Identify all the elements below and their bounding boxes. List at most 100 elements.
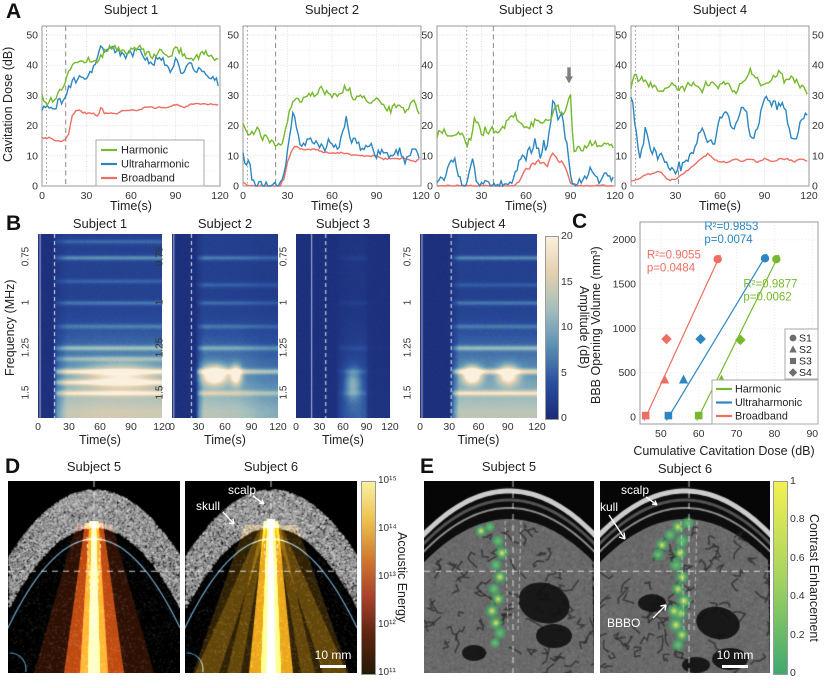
svg-text:50: 50 <box>812 30 824 42</box>
mri-image-subject-5 <box>424 481 594 673</box>
scalp-arrow-icon <box>252 495 265 505</box>
cavitation-chart-subject-2: 0 10 20 30 40 50 0 30 60 90 120 <box>227 25 430 202</box>
svg-text:30: 30 <box>670 190 682 202</box>
tick-label: 0.2 <box>790 628 805 641</box>
tick-label: 60 <box>94 421 106 433</box>
svg-text:50: 50 <box>615 30 627 42</box>
panel-e-bbbo-annotation: BBBO <box>607 616 641 630</box>
panel-a-xlabel-4: Time(s) <box>699 199 741 213</box>
svg-text:0: 0 <box>434 190 440 202</box>
panel-e-skull-annotation: skull <box>594 500 619 514</box>
svg-text:40: 40 <box>227 60 239 72</box>
contrast-colorbar-gradient <box>773 481 788 675</box>
tick-label: 60 <box>337 421 349 433</box>
svg-text:1500: 1500 <box>613 279 637 291</box>
svg-text:20: 20 <box>26 120 38 132</box>
bbb-scatter-panel: BBB Opening Volume (mm³) R²=0.9877 p=0.00… <box>588 210 825 468</box>
tick-label: 90 <box>501 421 514 433</box>
tick-label: 0.75 <box>402 247 414 267</box>
spectrogram-subject-3: 0.75 1 1.25 1.5 0 30 60 90 120 <box>279 234 399 433</box>
svg-text:60: 60 <box>714 190 726 202</box>
svg-text:10: 10 <box>227 150 239 162</box>
tick-label: 60 <box>219 421 231 433</box>
ultrasound-image-subject-5 <box>8 481 180 673</box>
svg-text:120: 120 <box>412 190 430 202</box>
tick-label: 0 <box>169 421 175 433</box>
tick-label: 0 <box>35 421 41 433</box>
tick-label: 0.6 <box>790 551 805 564</box>
panel-e-subject6-title: Subject 6 <box>657 461 713 476</box>
amplitude-colorbar-label: Amplitude (dB) <box>577 286 591 369</box>
panel-a-subject1-title: Subject 1 <box>103 2 159 17</box>
svg-text:90: 90 <box>371 190 383 202</box>
panel-b-xlabel-4: Time(s) <box>457 433 500 447</box>
tick-label: 15 <box>561 275 573 288</box>
spectrogram-subject-1: 0.75 1 1.25 1.5 0 30 60 90 120 <box>21 234 171 433</box>
tick-label: 1 <box>402 299 414 305</box>
svg-text:10: 10 <box>26 150 38 162</box>
tick-label: 60 <box>472 421 485 433</box>
svg-text:Harmonic: Harmonic <box>121 145 169 157</box>
tick-label: 120 <box>528 421 546 433</box>
svg-text:20: 20 <box>615 120 627 132</box>
panel-d-scalebar <box>320 665 346 668</box>
svg-text:10: 10 <box>615 150 627 162</box>
svg-text:30: 30 <box>26 90 38 102</box>
panel-e-scalebar-text: 10 mm <box>716 648 754 662</box>
panel-a-label: A <box>6 0 22 23</box>
svg-text:40: 40 <box>26 60 38 72</box>
svg-text:500: 500 <box>618 367 636 379</box>
panel-b-subject3-title: Subject 3 <box>315 216 371 231</box>
tick-label: 120 <box>381 421 399 433</box>
panel-a-subject2-title: Subject 2 <box>304 2 360 17</box>
tick-label: 90 <box>125 421 137 433</box>
svg-text:30: 30 <box>812 90 824 102</box>
panel-a-subject4-title: Subject 4 <box>692 2 748 17</box>
svg-text:120: 120 <box>606 190 624 202</box>
acoustic-colorbar: 10¹⁵ 10¹⁴ 10¹³ 10¹² 10¹¹ <box>361 475 397 678</box>
panel-d-skull-annotation: skull <box>196 499 221 513</box>
svg-text:Harmonic: Harmonic <box>735 384 782 396</box>
panel-b-xlabel-2: Time(s) <box>204 433 246 447</box>
panel-e-scalebar <box>722 665 748 668</box>
tick-label: 0 <box>417 421 423 433</box>
tick-label: 1.25 <box>154 337 166 357</box>
svg-text:70: 70 <box>731 428 743 440</box>
contrast-colorbar-label: Contrast Enhancement <box>807 513 821 642</box>
svg-text:80: 80 <box>769 428 781 440</box>
svg-text:120: 120 <box>211 190 229 202</box>
tick-label: 20 <box>561 230 573 242</box>
svg-text:S1: S1 <box>799 333 812 345</box>
svg-text:90: 90 <box>806 428 818 440</box>
tick-label: 120 <box>153 421 171 433</box>
svg-text:0: 0 <box>630 411 636 423</box>
tick-label: 0 <box>790 667 796 679</box>
panel-b-label: B <box>6 212 22 235</box>
tick-label: 90 <box>360 421 373 433</box>
tick-label: 0 <box>293 421 299 433</box>
tick-label: 10¹² <box>378 619 396 630</box>
svg-text:40: 40 <box>615 60 627 72</box>
acoustic-colorbar-label: Acoustic Energy <box>395 532 409 623</box>
svg-text:10: 10 <box>812 150 824 162</box>
tick-label: 1.5 <box>278 385 290 400</box>
svg-text:30: 30 <box>282 190 294 202</box>
tick-label: 1.25 <box>20 337 32 357</box>
tick-label: 1.5 <box>154 385 166 400</box>
svg-text:2000: 2000 <box>613 234 637 246</box>
tick-label: 1 <box>790 475 796 487</box>
bbbo-arrow-icon <box>652 604 667 619</box>
svg-text:50: 50 <box>421 30 433 42</box>
svg-text:60: 60 <box>520 190 532 202</box>
tick-label: 120 <box>269 421 287 433</box>
panel-e-scalp-annotation: scalp <box>621 483 650 497</box>
tick-label: 10¹⁴ <box>378 523 397 534</box>
tick-label: 30 <box>443 421 456 433</box>
amplitude-colorbar: 0 5 10 15 20 <box>545 230 573 424</box>
tick-label: 10¹⁵ <box>378 475 397 486</box>
panel-b-ylabel: Frequency (MHz) <box>3 279 17 376</box>
svg-text:0: 0 <box>32 181 38 193</box>
cavitation-chart-subject-1: 0 10 20 30 40 50 0 30 60 90 120 Harmonic Ultraharmon… <box>26 25 229 202</box>
